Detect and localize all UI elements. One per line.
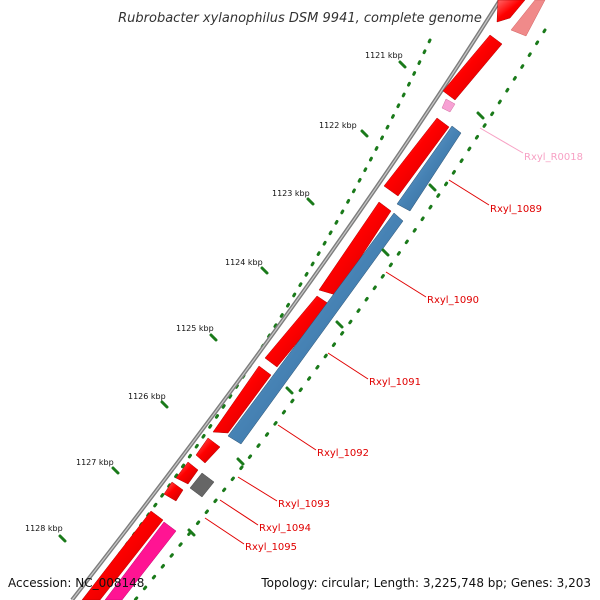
accession-label: Accession: NC_008148 [8, 576, 144, 590]
tick-mark [111, 466, 120, 475]
tick-label: 1125 kbp [176, 324, 214, 333]
tick-mark [360, 129, 369, 138]
tick-label: 1124 kbp [225, 258, 263, 267]
tick-mark [187, 528, 196, 537]
gene-arrow-forward[interactable] [163, 481, 184, 502]
gene-arrow-reverse[interactable] [396, 125, 462, 212]
tick-mark [285, 386, 294, 395]
leader-line-rxyl-r0018 [479, 127, 524, 154]
tick-mark [306, 197, 315, 206]
leader-line-rxyl-1092 [277, 424, 317, 451]
tick-mark [335, 320, 344, 329]
tick-labels: 1121 kbp 1122 kbp 1123 kbp 1124 kbp 1125… [25, 51, 403, 533]
gene-rxyl-r0018-marker[interactable] [441, 98, 456, 113]
tick-mark [428, 183, 437, 192]
reverse-strand-genes [227, 125, 462, 445]
gene-label-rxyl-1093[interactable]: Rxyl_1093 [278, 499, 330, 510]
tick-label: 1127 kbp [76, 458, 114, 467]
map-title: Rubrobacter xylanophilus DSM 9941, compl… [118, 11, 482, 26]
tick-label: 1126 kbp [128, 392, 166, 401]
gene-arrow-rna[interactable] [510, 0, 546, 37]
tick-mark [260, 266, 269, 275]
tick-mark [398, 60, 407, 69]
inner-tick-marks [187, 111, 485, 537]
tick-mark [209, 333, 218, 342]
tick-mark [476, 111, 485, 120]
leader-lines [204, 127, 524, 545]
gene-arrow-rna-bottom[interactable] [104, 521, 177, 600]
gene-label-rxyl-1090[interactable]: Rxyl_1090 [427, 295, 479, 306]
gene-arrow-forward[interactable] [212, 365, 272, 434]
gene-label-rxyl-1095[interactable]: Rxyl_1095 [245, 542, 297, 553]
gene-arrow-forward[interactable] [81, 510, 164, 600]
leader-line-rxyl-1094 [219, 499, 259, 526]
leader-line-rxyl-1089 [448, 179, 490, 206]
genome-backbone-highlight [71, 0, 501, 600]
gene-arrow-forward[interactable] [175, 461, 199, 485]
leader-line-rxyl-1091 [327, 352, 369, 380]
gene-label-rxyl-r0018[interactable]: Rxyl_R0018 [524, 152, 583, 163]
gene-arrow-forward[interactable] [195, 437, 221, 464]
leader-line-rxyl-1095 [204, 517, 245, 545]
gene-label-rxyl-1089[interactable]: Rxyl_1089 [490, 204, 542, 215]
gene-arrow-forward[interactable] [442, 34, 503, 101]
tick-mark [236, 457, 245, 466]
tick-mark [381, 248, 390, 257]
tick-label: 1121 kbp [365, 51, 403, 60]
gene-arrow-pseudo[interactable] [189, 472, 215, 498]
gene-label-rxyl-1092[interactable]: Rxyl_1092 [317, 448, 369, 459]
gene-labels: Rxyl_R0018 Rxyl_1089 Rxyl_1090 Rxyl_1091… [245, 152, 583, 553]
gene-label-rxyl-1091[interactable]: Rxyl_1091 [369, 377, 421, 388]
tick-label: 1122 kbp [319, 121, 357, 130]
tick-label: 1128 kbp [25, 524, 63, 533]
forward-strand-genes [81, 0, 526, 600]
tick-label: 1123 kbp [272, 189, 310, 198]
gene-label-rxyl-1094[interactable]: Rxyl_1094 [259, 523, 311, 534]
tick-mark [58, 534, 67, 543]
gene-arrow-forward[interactable] [496, 0, 526, 23]
tick-mark [160, 400, 169, 409]
leader-line-rxyl-1090 [385, 271, 427, 298]
genome-summary: Topology: circular; Length: 3,225,748 bp… [260, 576, 591, 590]
gene-arrow-forward[interactable] [383, 117, 450, 197]
gene-arrow-forward[interactable] [264, 295, 330, 368]
leader-line-rxyl-1093 [237, 476, 278, 502]
tick-marks [58, 60, 407, 543]
gene-arrow-reverse[interactable] [227, 212, 404, 445]
inner-dotted-guide [133, 28, 547, 600]
